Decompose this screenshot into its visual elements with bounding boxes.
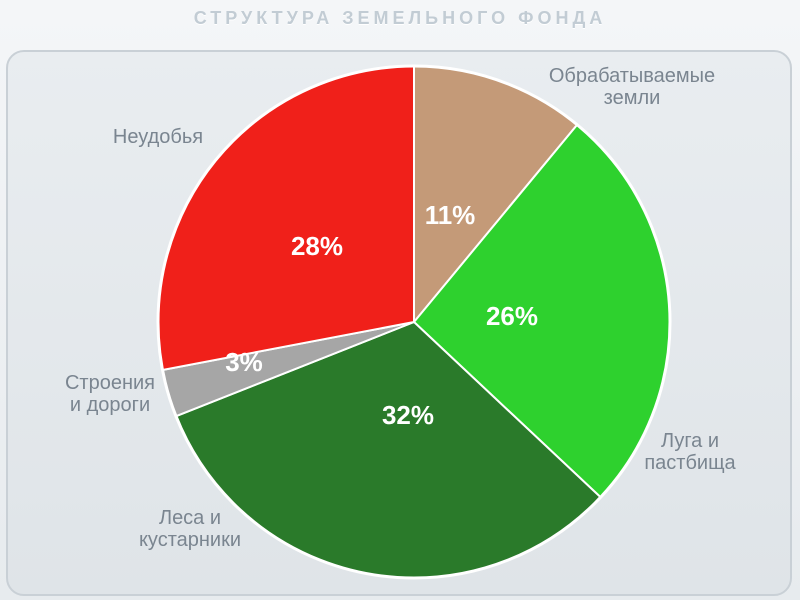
percent-labels: 11% 26% 32% 3% 28% xyxy=(225,200,538,430)
percent-label-forests: 32% xyxy=(382,400,434,430)
category-label-meadows: Луга и пастбища xyxy=(644,430,736,474)
category-label-cultivated: Обрабатываемые земли xyxy=(549,65,715,109)
pie-slices xyxy=(156,64,672,580)
chart-title: СТРУКТУРА ЗЕМЕЛЬНОГО ФОНДА xyxy=(193,8,607,28)
category-label-wasteland: Неудобья xyxy=(113,126,203,148)
category-label-forests: Леса и кустарники xyxy=(139,507,241,551)
percent-label-meadows: 26% xyxy=(486,301,538,331)
pie-slice-wasteland xyxy=(157,64,415,372)
category-label-buildings: Строения и дороги xyxy=(65,372,155,416)
percent-label-buildings: 3% xyxy=(225,347,263,377)
percent-label-wasteland: 28% xyxy=(291,231,343,261)
percent-label-cultivated: 11% xyxy=(425,200,476,230)
pie-outline xyxy=(156,64,672,580)
